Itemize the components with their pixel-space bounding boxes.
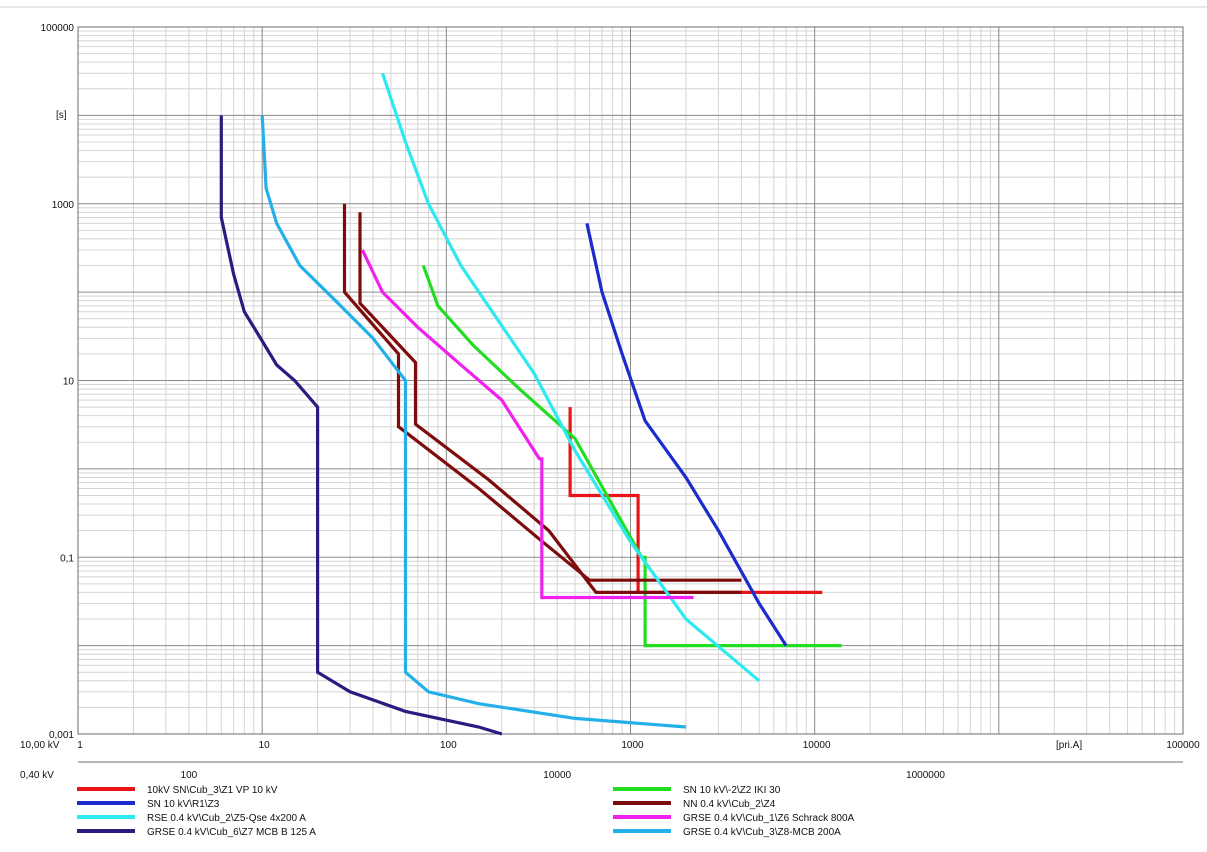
x-tick-label: 1 <box>77 740 83 751</box>
series-line-5 <box>380 72 761 683</box>
y-tick-label: 10 <box>63 377 75 388</box>
legend-label: RSE 0.4 kV\Cub_2\Z5-Qse 4x200 A <box>147 813 306 824</box>
secondary-x-tick-label: 100 <box>181 770 198 781</box>
secondary-x-tick-label: 10000 <box>543 770 571 781</box>
tick-labels: 100000 1000 10 0,1 0,001 [s] 10,00 kV 1 10 100 100… <box>20 23 1200 781</box>
series-layer <box>219 72 842 736</box>
y-tick-label: 0,001 <box>49 730 74 741</box>
y-tick-label: 100000 <box>41 23 75 34</box>
y-axis-label: [s] <box>56 110 67 121</box>
voltage-axis-label-04kv: 0,40 kV <box>20 770 54 781</box>
x-tick-label: 10000 <box>803 740 831 751</box>
legend-label: NN 0.4 kV\Cub_2\Z4 <box>683 799 776 810</box>
plot-frame <box>77 26 1184 735</box>
legend: 10kV SN\Cub_3\Z1 VP 10 kV SN 10 kV\R1\Z3 R… <box>77 785 855 838</box>
series-line-1 <box>421 264 842 648</box>
voltage-axis-label-10kv: 10,00 kV <box>20 740 60 751</box>
y-tick-label: 1000 <box>52 200 75 211</box>
series-line-8 <box>260 115 687 729</box>
series-line-7 <box>219 115 503 736</box>
legend-label: 10kV SN\Cub_3\Z1 VP 10 kV <box>147 785 278 796</box>
x-axis-label: [pri.A] <box>1056 740 1082 751</box>
legend-label: SN 10 kV\R1\Z3 <box>147 799 220 810</box>
series-line-2 <box>585 223 788 647</box>
legend-label: GRSE 0.4 kV\Cub_3\Z8-MCB 200A <box>683 827 841 838</box>
x-tick-label: 1000 <box>621 740 644 751</box>
secondary-x-tick-label: 1000000 <box>906 770 945 781</box>
y-tick-label: 0,1 <box>60 553 74 564</box>
x-tick-label: 10 <box>259 740 271 751</box>
legend-label: GRSE 0.4 kV\Cub_6\Z7 MCB B 125 A <box>147 827 316 838</box>
x-tick-label: 100000 <box>1166 740 1200 751</box>
legend-label: GRSE 0.4 kV\Cub_1\Z6 Schrack 800A <box>683 813 855 824</box>
x-tick-label: 100 <box>440 740 457 751</box>
legend-label: SN 10 kV\-2\Z2 IKI 30 <box>683 785 781 796</box>
series-line-4 <box>358 212 742 594</box>
series-line-6 <box>360 249 694 600</box>
